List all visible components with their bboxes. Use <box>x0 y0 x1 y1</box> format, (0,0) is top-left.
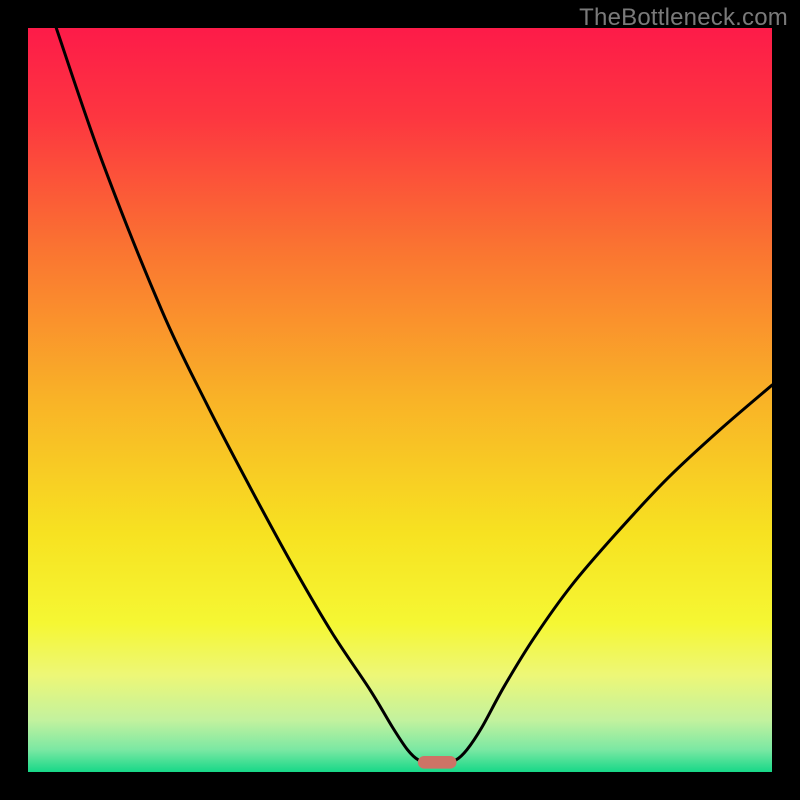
watermark-text: TheBottleneck.com <box>579 4 788 32</box>
minimum-marker <box>418 756 457 769</box>
chart-container: TheBottleneck.com <box>0 0 800 800</box>
bottleneck-chart <box>0 0 800 800</box>
chart-gradient-background <box>28 28 772 772</box>
